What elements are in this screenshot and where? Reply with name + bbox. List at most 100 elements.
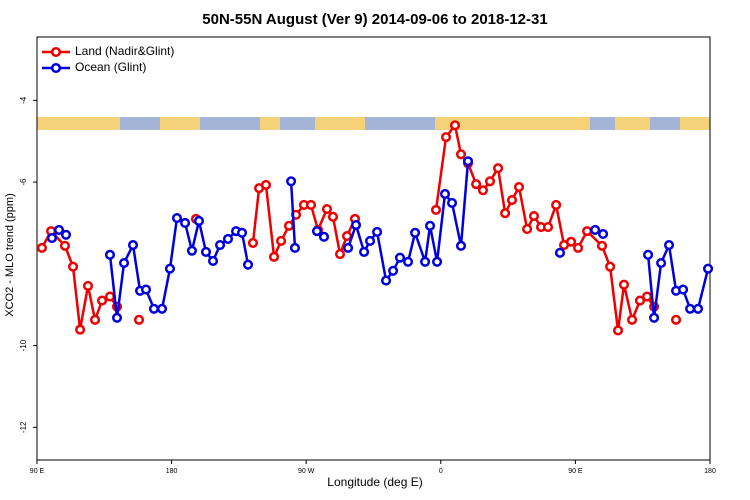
data-point — [334, 248, 346, 260]
data-point — [663, 239, 675, 251]
data-point — [649, 312, 660, 323]
data-point — [634, 295, 646, 306]
data-point — [477, 185, 489, 196]
data-point — [289, 242, 301, 253]
data-point — [381, 275, 392, 286]
data-point — [133, 314, 145, 325]
data-point — [440, 132, 452, 143]
data-point — [542, 221, 554, 233]
data-point — [59, 240, 71, 251]
data-point — [67, 261, 79, 272]
x-tick-label: 0 — [439, 468, 443, 475]
data-point — [343, 242, 354, 253]
legend-label: Ocean (Glint) — [75, 60, 146, 74]
data-point — [236, 227, 248, 238]
data-point — [171, 213, 183, 224]
data-point — [46, 233, 58, 244]
data-point — [656, 257, 667, 269]
data-point — [242, 259, 254, 270]
data-point — [685, 303, 696, 314]
data-point — [671, 314, 682, 325]
data-point — [439, 188, 451, 199]
data-point — [643, 249, 654, 260]
legend-marker — [50, 62, 62, 74]
y-tick-label: -4 — [19, 96, 28, 104]
x-tick-label: 180 — [704, 468, 716, 475]
data-point — [573, 242, 584, 253]
data-point — [598, 228, 609, 240]
data-point — [449, 120, 461, 131]
data-point — [554, 247, 566, 258]
data-point — [341, 230, 353, 242]
y-tick-label: -6 — [19, 178, 28, 186]
data-point — [500, 208, 511, 219]
data-point — [506, 195, 518, 206]
data-point — [200, 246, 212, 258]
data-point — [268, 251, 280, 262]
data-point — [327, 211, 339, 222]
data-point — [582, 226, 593, 237]
data-point — [596, 240, 608, 251]
data-point — [156, 303, 168, 314]
data-point — [36, 242, 47, 253]
x-tick-label: 180 — [166, 468, 178, 475]
data-point — [566, 236, 577, 247]
data-point — [276, 235, 287, 246]
data-point — [186, 245, 197, 256]
x-tick-label: 90 W — [298, 468, 315, 475]
data-point — [104, 249, 116, 260]
data-point — [388, 265, 399, 276]
data-point — [455, 240, 467, 251]
y-tick-label: -12 — [19, 421, 28, 433]
data-point — [372, 226, 383, 237]
data-point — [618, 279, 630, 290]
data-point — [318, 231, 330, 242]
data-point — [53, 224, 65, 235]
data-point — [127, 239, 139, 251]
data-point — [402, 256, 414, 267]
data-point — [612, 325, 624, 336]
x-tick-label: 90 E — [30, 468, 45, 475]
data-point — [207, 255, 219, 267]
data-point — [118, 257, 130, 269]
data-point — [522, 224, 533, 235]
data-point — [493, 163, 504, 174]
data-point — [462, 156, 474, 167]
data-point — [430, 204, 442, 215]
data-point — [82, 280, 94, 291]
y-tick-label: -10 — [19, 339, 28, 351]
plot-frame — [36, 36, 711, 461]
chart-title: 50N-55N August (Ver 9) 2014-09-06 to 201… — [202, 11, 547, 28]
series-line — [51, 161, 710, 318]
data-point — [350, 219, 362, 231]
data-point — [513, 181, 525, 193]
data-point — [193, 215, 205, 226]
data-point — [394, 252, 406, 263]
data-point — [424, 220, 436, 231]
data-point — [321, 204, 333, 215]
data-point — [305, 199, 317, 211]
map-strip — [37, 117, 710, 130]
data-point — [446, 197, 458, 208]
x-axis-label: Longitude (deg E) — [327, 475, 422, 489]
data-point — [60, 229, 72, 240]
data-point — [703, 263, 714, 274]
data-point — [311, 226, 323, 237]
data-point — [97, 295, 108, 306]
data-point — [528, 210, 540, 222]
data-point — [359, 246, 370, 258]
y-axis-label: XCO2 - MLO trend (ppm) — [4, 193, 16, 316]
data-point — [678, 284, 689, 295]
data-point — [283, 220, 295, 231]
data-point — [180, 217, 191, 229]
data-point — [641, 291, 653, 302]
data-point — [286, 176, 297, 187]
data-point — [590, 224, 601, 235]
data-point — [111, 312, 123, 323]
data-point — [455, 149, 467, 160]
data-point — [215, 239, 226, 251]
data-point — [89, 314, 101, 325]
data-point — [692, 303, 704, 314]
data-point — [420, 256, 431, 267]
